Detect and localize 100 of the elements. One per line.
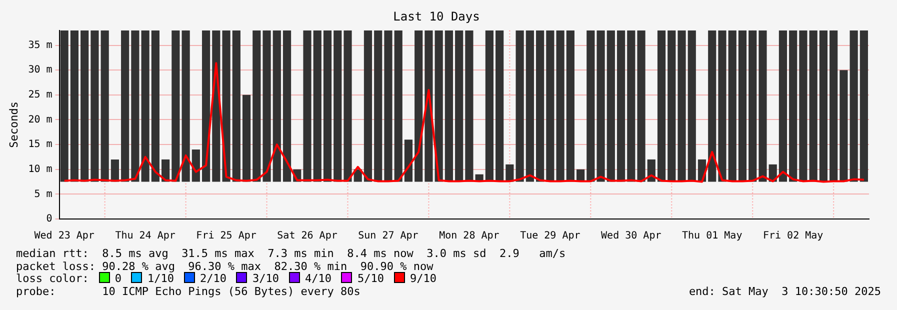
legend-label: 5/10 bbox=[357, 272, 384, 285]
bar bbox=[496, 30, 504, 182]
bar bbox=[434, 30, 443, 182]
bar bbox=[830, 30, 838, 182]
bar bbox=[708, 30, 716, 182]
bar bbox=[850, 30, 858, 182]
legend-label: 1/10 bbox=[147, 272, 174, 285]
bar bbox=[860, 30, 868, 182]
bar bbox=[404, 140, 413, 182]
bar bbox=[444, 30, 454, 182]
bar bbox=[282, 30, 292, 182]
y-tick-label: 30 m bbox=[28, 64, 52, 76]
bar bbox=[546, 30, 554, 182]
bar bbox=[606, 30, 615, 182]
bar bbox=[232, 30, 240, 182]
bar bbox=[334, 30, 342, 182]
bar bbox=[688, 30, 696, 182]
bar bbox=[465, 30, 474, 182]
bar bbox=[566, 30, 574, 182]
bar bbox=[758, 30, 767, 182]
y-tick-label: 25 m bbox=[28, 90, 52, 101]
x-tick-label: Mon 28 Apr bbox=[439, 230, 500, 242]
legend-label: 2/10 bbox=[200, 272, 226, 285]
text: packet loss: 90.28 % avg 96.30 % max 82.30 % min 90.90 % now bbox=[16, 260, 434, 272]
y-axis-title: Seconds bbox=[7, 102, 20, 148]
bar bbox=[151, 30, 160, 182]
bar bbox=[374, 30, 382, 182]
bar bbox=[414, 30, 423, 182]
y-tick-label: 15 m bbox=[28, 139, 52, 150]
x-tick-label: Sat 26 Apr bbox=[277, 230, 338, 242]
bar bbox=[222, 30, 230, 182]
bar bbox=[516, 30, 524, 182]
bar bbox=[840, 70, 848, 182]
bar bbox=[668, 30, 676, 182]
bar bbox=[536, 30, 544, 182]
x-tick-label: Tue 29 Apr bbox=[520, 230, 580, 242]
bar bbox=[272, 30, 281, 182]
x-tick-label: Wed 30 Apr bbox=[601, 230, 662, 242]
bar bbox=[556, 30, 564, 182]
text: probe: 10 ICMP Echo Pings (56 Bytes) every 80s bbox=[16, 284, 360, 298]
bar bbox=[455, 30, 464, 182]
bar bbox=[192, 150, 200, 182]
legend-label: 4/10 bbox=[304, 272, 332, 285]
y-tick-label: 35 m bbox=[28, 40, 52, 51]
text: median rtt: 8.5 ms avg 31.5 ms max 7.3 ms min 8.4 ms now 3.0 ms sd 2.9 am/s bbox=[16, 247, 566, 260]
bar bbox=[657, 30, 666, 182]
y-tick-label: 5 m bbox=[34, 188, 52, 200]
y-tick-label: 10 m bbox=[28, 164, 52, 175]
bar bbox=[121, 30, 130, 182]
bar bbox=[678, 30, 686, 182]
x-tick-label: Fri 02 May bbox=[762, 230, 824, 242]
bar bbox=[172, 30, 180, 182]
bar bbox=[141, 30, 150, 182]
bar bbox=[100, 30, 109, 182]
bar bbox=[252, 30, 261, 182]
bar bbox=[303, 30, 312, 182]
x-tick-label: Fri 25 Apr bbox=[196, 230, 256, 242]
bar bbox=[313, 30, 322, 182]
x-tick-label: Sun 27 Apr bbox=[358, 230, 418, 242]
bar bbox=[809, 30, 818, 182]
bar bbox=[131, 30, 140, 182]
bar bbox=[485, 30, 494, 182]
bar bbox=[110, 159, 119, 182]
bar bbox=[819, 30, 828, 182]
chart-title: Last 10 Days bbox=[393, 9, 480, 24]
bar bbox=[344, 30, 352, 182]
bar bbox=[748, 30, 757, 182]
x-tick-label: Thu 24 Apr bbox=[115, 230, 176, 242]
bar bbox=[728, 30, 736, 182]
text: end: Sat May 3 10:30:50 2025 bbox=[688, 284, 881, 298]
bar bbox=[738, 30, 747, 182]
legend-label: 0 bbox=[114, 272, 122, 285]
bar bbox=[394, 30, 402, 182]
x-tick-label: Wed 23 Apr bbox=[34, 230, 94, 242]
bar bbox=[60, 30, 68, 182]
bar bbox=[586, 30, 595, 182]
bar bbox=[70, 30, 79, 182]
bar bbox=[616, 30, 626, 182]
bar bbox=[80, 30, 89, 182]
bar bbox=[647, 159, 656, 182]
x-tick-label: Thu 01 May bbox=[682, 230, 742, 242]
bar bbox=[637, 30, 646, 182]
bar bbox=[627, 30, 636, 182]
bar bbox=[90, 30, 99, 182]
bar bbox=[424, 30, 433, 182]
y-tick-label: 20 m bbox=[28, 114, 52, 126]
bar bbox=[364, 30, 372, 182]
legend-label: 3/10 bbox=[252, 272, 279, 285]
bar bbox=[789, 30, 798, 182]
bar bbox=[242, 94, 251, 182]
bar bbox=[323, 30, 332, 182]
bar bbox=[778, 30, 788, 182]
bar bbox=[596, 30, 605, 182]
bar bbox=[202, 30, 210, 182]
bar bbox=[384, 30, 392, 182]
legend-label: 9/10 bbox=[410, 272, 436, 285]
y-tick-label: 0 bbox=[46, 214, 52, 225]
bar bbox=[262, 30, 271, 182]
legend-title: loss color: bbox=[16, 272, 89, 285]
bar bbox=[182, 30, 190, 182]
